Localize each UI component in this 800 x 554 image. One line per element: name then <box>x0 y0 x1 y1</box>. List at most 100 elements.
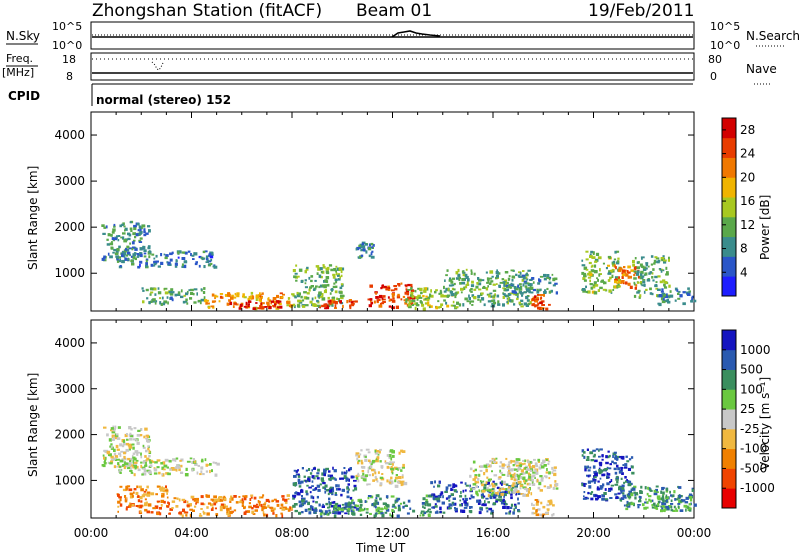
echo-cell <box>101 224 105 227</box>
echo-cell <box>654 256 658 259</box>
echo-cell <box>487 464 491 468</box>
echo-cell <box>214 295 219 298</box>
echo-cell <box>667 300 671 304</box>
echo-cell <box>300 488 303 492</box>
echo-cell <box>304 279 307 282</box>
echo-cell <box>123 249 127 253</box>
y-tick-label: 3000 <box>54 382 85 396</box>
echo-cell <box>330 288 334 291</box>
nsky-panel-frame <box>90 21 695 50</box>
echo-cell <box>352 510 355 514</box>
echo-cell <box>126 485 131 488</box>
echo-cell <box>446 269 449 272</box>
echo-cell <box>472 483 477 486</box>
echo-cell <box>539 513 543 517</box>
echo-cell <box>391 289 395 292</box>
echo-cell <box>443 299 446 302</box>
echo-cell <box>549 501 553 505</box>
echo-cell <box>427 509 430 513</box>
echo-cell <box>485 287 489 291</box>
echo-cell <box>315 501 318 504</box>
freq-panel-frame <box>90 52 695 81</box>
echo-cell <box>305 490 308 493</box>
echo-cell <box>214 473 218 477</box>
echo-cell <box>214 507 217 510</box>
echo-cell <box>142 472 147 476</box>
echo-cell <box>515 492 518 496</box>
echo-cell <box>581 259 584 262</box>
echo-cell <box>613 258 617 261</box>
echo-cell <box>149 461 153 464</box>
echo-cell <box>331 300 334 304</box>
echo-cell <box>613 264 616 268</box>
echo-cell <box>597 256 602 260</box>
echo-cell <box>434 480 436 484</box>
echo-cell <box>211 469 213 473</box>
echo-cell <box>377 453 380 456</box>
echo-cell <box>315 475 319 478</box>
echo-cell <box>613 285 615 289</box>
echo-cell <box>513 472 516 477</box>
echo-cell <box>332 276 336 279</box>
echo-cell <box>462 271 466 274</box>
echo-cell <box>127 457 131 461</box>
echo-cell <box>106 450 111 455</box>
echo-cell <box>219 295 223 299</box>
echo-cell <box>317 468 320 472</box>
echo-cell <box>327 506 330 509</box>
echo-cell <box>190 495 195 499</box>
echo-cell <box>339 276 341 279</box>
echo-cell <box>242 295 245 298</box>
echo-cell <box>470 269 473 272</box>
echo-cell <box>454 507 456 509</box>
echo-cell <box>645 498 647 501</box>
echo-cell <box>328 477 332 481</box>
echo-cell <box>528 483 531 486</box>
echo-cell <box>311 480 314 483</box>
x-tick-label: 04:00 <box>174 526 209 540</box>
echo-cell <box>525 479 528 482</box>
echo-cell <box>353 484 357 488</box>
echo-cell <box>545 471 549 474</box>
echo-cell <box>457 291 460 294</box>
echo-cell <box>655 287 659 290</box>
echo-cell <box>131 454 134 458</box>
echo-cell <box>543 294 545 297</box>
echo-cell <box>193 498 197 502</box>
echo-cell <box>200 466 204 470</box>
echo-cell <box>134 235 137 239</box>
echo-cell <box>145 262 148 266</box>
echo-cell <box>255 294 260 298</box>
echo-cell <box>598 469 602 472</box>
echo-cell <box>323 473 326 477</box>
echo-cell <box>472 296 476 299</box>
echo-cell <box>616 480 619 484</box>
colorbar-tick-label: 12 <box>740 218 755 232</box>
echo-cell <box>527 468 530 471</box>
echo-cell <box>175 262 178 265</box>
echo-cell <box>110 460 114 464</box>
echo-cell <box>665 494 668 498</box>
echo-cell <box>513 293 516 296</box>
echo-cell <box>627 492 631 496</box>
echo-cell <box>376 299 379 303</box>
echo-cell <box>477 502 481 505</box>
echo-cell <box>117 510 119 513</box>
echo-cell <box>205 494 208 498</box>
echo-cell <box>368 304 372 308</box>
echo-cell <box>160 499 165 503</box>
echo-cell <box>508 472 512 475</box>
echo-cell <box>119 265 122 267</box>
echo-cell <box>432 496 435 500</box>
echo-cell <box>673 505 676 509</box>
echo-cell <box>629 275 632 279</box>
echo-cell <box>593 476 597 479</box>
echo-cell <box>491 491 495 495</box>
echo-cell <box>348 468 351 472</box>
echo-cell <box>487 494 490 498</box>
echo-cell <box>492 289 497 292</box>
echo-cell <box>427 503 432 507</box>
echo-cell <box>333 501 336 504</box>
echo-cell <box>593 471 596 474</box>
